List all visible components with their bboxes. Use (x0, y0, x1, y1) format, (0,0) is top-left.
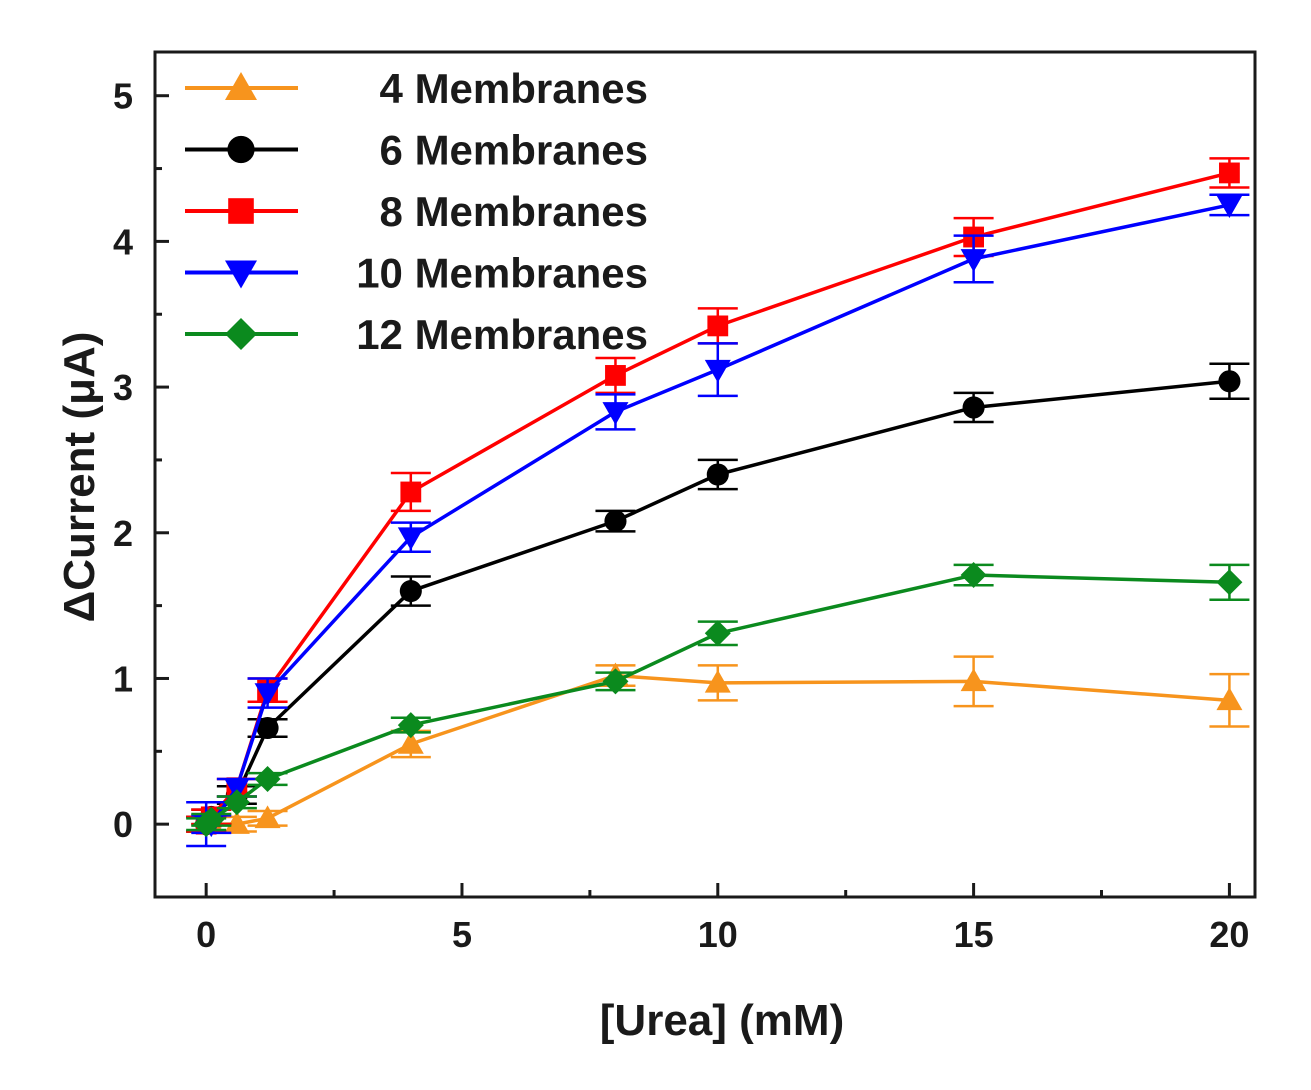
legend-marker (225, 72, 257, 100)
x-tick-label: 0 (196, 914, 216, 955)
data-point (1219, 162, 1240, 184)
data-point (704, 359, 731, 383)
data-point (198, 806, 225, 833)
x-tick-label: 15 (954, 914, 994, 955)
data-point (960, 562, 987, 589)
data-point (399, 580, 422, 603)
data-point (602, 402, 629, 425)
data-point (397, 527, 424, 551)
data-point (1216, 687, 1243, 711)
y-tick-label: 5 (113, 76, 133, 117)
legend-label: 4 Membranes (380, 65, 648, 112)
series-layer (186, 157, 1250, 848)
plot-frame-layer (153, 50, 1257, 899)
y-tick-label: 2 (113, 513, 133, 554)
data-point (707, 315, 729, 337)
data-point (704, 620, 731, 647)
data-point (397, 731, 424, 754)
series-line-10-membranes (206, 203, 1230, 826)
legend-marker (228, 198, 254, 224)
legend-label: 10 Membranes (356, 250, 648, 297)
data-point (605, 365, 626, 386)
data-point (960, 668, 987, 692)
data-point (223, 789, 250, 816)
x-tick-label: 5 (452, 914, 472, 955)
y-tick-label: 1 (113, 658, 133, 699)
data-point (223, 811, 250, 834)
y-tick-label: 3 (113, 367, 133, 408)
legend-entry: 10 Membranes (185, 250, 648, 297)
series-8-membranes (186, 157, 1250, 835)
series-10-membranes (186, 193, 1250, 848)
plot-frame (153, 50, 1257, 899)
x-axis-title: [Urea] (mM) (600, 996, 844, 1045)
data-point (1216, 569, 1243, 596)
y-tick-label: 4 (113, 221, 133, 262)
legend-label: 12 Membranes (356, 311, 648, 358)
legend: 4 Membranes 6 Membranes 8 Membranes 10 Memb… (185, 65, 648, 358)
data-point (704, 669, 731, 693)
data-point (706, 463, 729, 486)
data-point (602, 668, 629, 695)
series-line-6-membranes (204, 379, 1230, 826)
data-point (400, 481, 422, 503)
legend-label: 6 Membranes (380, 127, 648, 174)
series-4-membranes (186, 655, 1250, 834)
data-point (1216, 195, 1243, 218)
data-point (254, 765, 281, 792)
x-tick-label: 10 (698, 914, 738, 955)
legend-marker (225, 318, 257, 350)
legend-marker (227, 135, 255, 164)
y-axis-title: ΔCurrent (μA) (55, 332, 104, 623)
axis-ticks-layer: 0 5 10 15 20 0 1 2 3 4 5 (113, 76, 1249, 955)
data-point (254, 805, 281, 829)
series-6-membranes (186, 362, 1250, 836)
data-point (962, 396, 985, 419)
data-point (397, 712, 424, 739)
x-tick-label: 20 (1209, 914, 1249, 955)
data-point (1218, 370, 1241, 393)
legend-marker (225, 260, 257, 289)
legend-label: 8 Membranes (380, 188, 648, 235)
y-tick-label: 0 (113, 804, 133, 845)
data-point (256, 716, 279, 740)
legend-entry: 6 Membranes (185, 127, 648, 174)
data-point (960, 249, 987, 272)
data-point (604, 510, 627, 533)
series-12-membranes (186, 562, 1250, 838)
legend-entry: 4 Membranes (185, 65, 648, 112)
legend-entry: 12 Membranes (185, 311, 648, 358)
legend-entry: 8 Membranes (185, 188, 648, 235)
data-point (254, 683, 281, 707)
